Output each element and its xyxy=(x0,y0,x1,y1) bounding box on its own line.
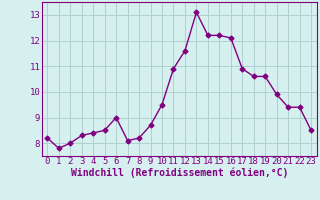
X-axis label: Windchill (Refroidissement éolien,°C): Windchill (Refroidissement éolien,°C) xyxy=(70,168,288,178)
